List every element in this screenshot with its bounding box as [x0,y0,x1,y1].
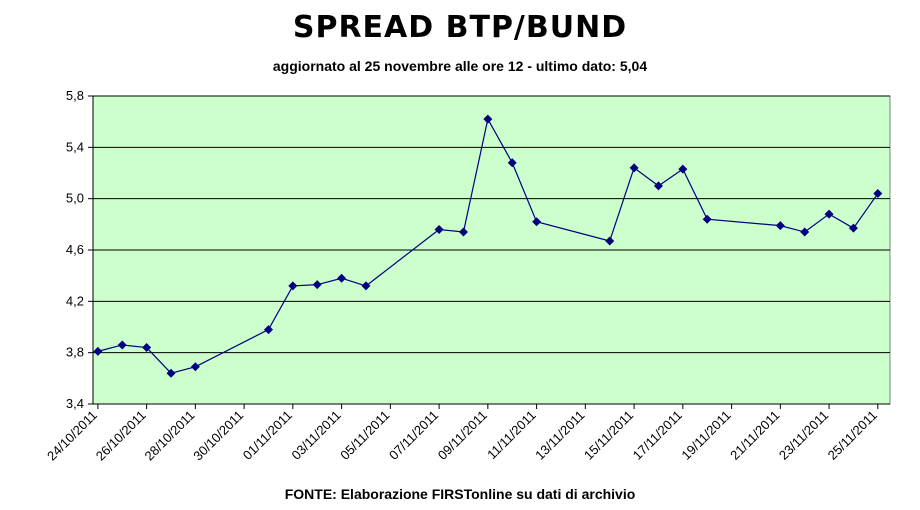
data-point [629,163,639,173]
y-tick-label: 4,6 [66,242,84,257]
data-point [873,189,883,199]
y-tick-label: 5,0 [66,191,84,206]
series-markers [93,114,883,378]
data-point [605,236,615,246]
x-tick-label: 17/11/2011 [630,408,685,463]
data-point [312,280,322,290]
y-tick-label: 4,2 [66,293,84,308]
data-point [800,227,810,237]
data-point [288,281,298,291]
data-point [117,340,127,350]
data-point [824,209,834,219]
x-tick-label: 25/11/2011 [825,408,880,463]
data-point [263,325,273,335]
data-point [507,158,517,168]
data-point [653,181,663,191]
x-tick-label: 23/11/2011 [776,408,831,463]
y-tick-label: 5,8 [66,88,84,103]
data-point [775,221,785,231]
data-point [532,217,542,227]
data-point [166,368,176,378]
x-tick-label: 11/11/2011 [484,408,539,463]
y-tick-label: 3,8 [66,345,84,360]
x-tick-label: 05/11/2011 [337,408,392,463]
x-tick-label: 19/11/2011 [678,408,733,463]
x-tick-label: 07/11/2011 [386,408,441,463]
x-tick-label: 21/11/2011 [727,408,782,463]
data-point [361,281,371,291]
chart-title: SPREAD BTP/BUND [292,10,628,45]
gridlines [93,95,890,354]
y-axis-ticks: 3,4 3,8 4,2 4,6 5,0 5,4 5,8 [66,88,93,411]
x-tick-label: 03/11/2011 [288,408,343,463]
data-point [337,273,347,283]
x-tick-label: 28/10/2011 [142,408,198,464]
x-tick-label: 13/11/2011 [532,408,587,463]
data-point [848,223,858,233]
data-point [678,164,688,174]
data-point [702,214,712,224]
y-tick-label: 3,4 [66,396,84,411]
data-point [93,346,103,356]
chart-subtitle: aggiornato al 25 novembre alle ore 12 - … [272,58,648,74]
chart-source: FONTE: Elaborazione FIRSTonline su dati … [284,486,636,502]
data-point [458,227,468,237]
data-point [434,224,444,234]
data-point [142,343,152,353]
x-tick-label: 09/11/2011 [435,408,490,463]
data-point [190,362,200,372]
x-tick-label: 30/10/2011 [190,408,246,464]
x-tick-label: 24/10/2011 [44,408,100,464]
x-tick-label: 01/11/2011 [240,408,295,463]
x-axis-ticks: 24/10/201126/10/201128/10/201130/10/2011… [44,404,880,463]
x-tick-label: 26/10/2011 [93,408,149,464]
x-tick-label: 15/11/2011 [581,408,636,463]
data-point [483,114,493,124]
y-tick-label: 5,4 [66,139,84,154]
